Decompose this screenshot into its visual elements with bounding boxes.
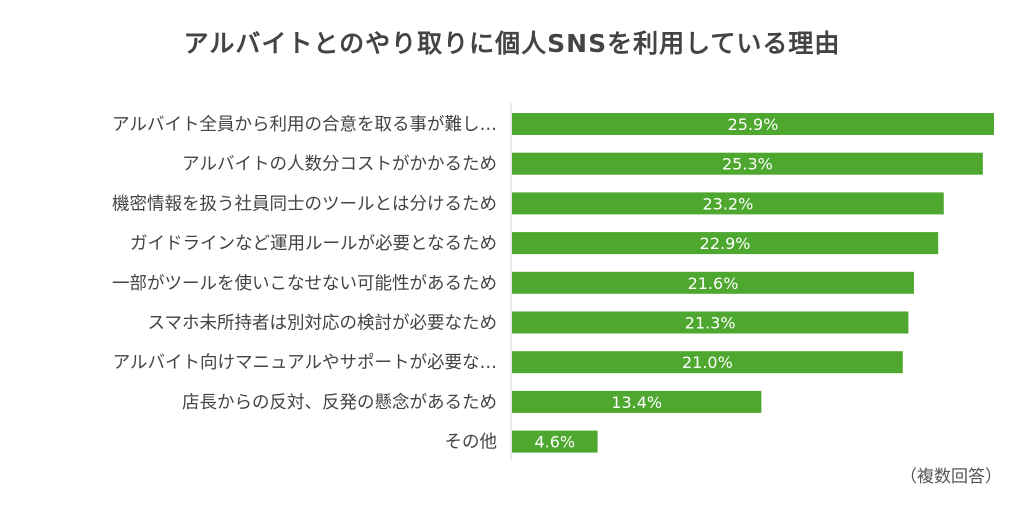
multiple-answer-note: （複数回答） [900,467,1002,487]
bar-value-label: 25.3% [722,155,773,174]
bar-value-label: 21.0% [682,353,733,372]
bar [512,232,939,255]
bar-value-label: 21.3% [685,314,736,333]
bar-value-label: 4.6% [534,433,575,452]
bar [512,192,944,215]
category-label: 店長からの反対、反発の懸念があるため [182,392,497,413]
bar [512,351,903,374]
bar-value-label: 13.4% [611,393,662,412]
category-label: アルバイト全員から利用の合意を取る事が難し… [112,115,497,135]
bar [512,390,762,413]
bar-value-label: 23.2% [702,194,753,213]
bar [512,271,914,294]
category-label: スマホ未所持者は別対応の検討が必要なため [148,314,497,334]
bar [512,113,994,135]
chart-title: アルバイトとのやり取りに個人SNSを利用している理由 [183,29,841,58]
category-label: 機密情報を扱う社員同士のツールとは分けるため [112,194,497,214]
bar-value-label: 21.6% [688,274,739,293]
category-label: ガイドラインなど運用ルールが必要となるため [130,234,497,254]
category-label: アルバイトの人数分コストがかかるため [182,155,497,175]
category-label: その他 [445,433,498,453]
category-label: アルバイト向けマニュアルやサポートが必要な… [113,353,497,373]
category-label: 一部がツールを使いこなせない可能性があるため [112,273,497,294]
bar-value-label: 25.9% [728,115,779,134]
bar [512,311,909,334]
bar-value-label: 22.9% [700,234,751,253]
bar [512,152,983,175]
bar [512,430,598,453]
